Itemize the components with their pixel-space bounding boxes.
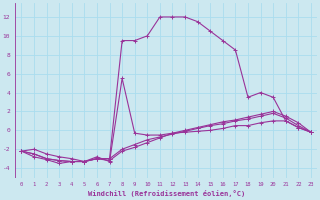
X-axis label: Windchill (Refroidissement éolien,°C): Windchill (Refroidissement éolien,°C) — [88, 190, 245, 197]
